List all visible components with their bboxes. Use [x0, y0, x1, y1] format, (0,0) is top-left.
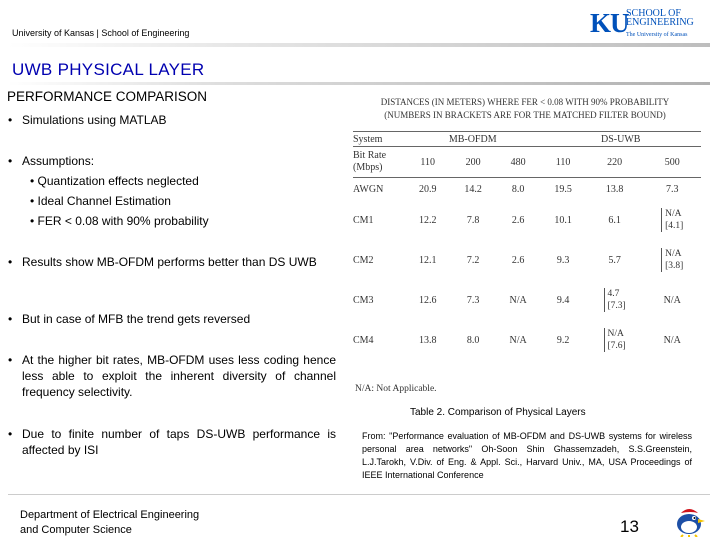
- table-cell: 7.3: [466, 294, 480, 306]
- table-row-bitrate: Bit Rate (Mbps) 110 200 480 110 220 500: [353, 146, 701, 178]
- table-cell: 110: [405, 146, 451, 178]
- table-row-cm2: CM2 12.1 7.2 2.6 9.3 5.7 N/A [3.8]: [353, 240, 701, 280]
- table-cell-row-label: CM1: [353, 214, 374, 226]
- table-label: Table 2. Comparison of Physical Layers: [410, 407, 586, 418]
- table-cell: 13.8: [418, 334, 437, 346]
- sub-bullet-fer: • FER < 0.08 with 90% probability: [30, 214, 209, 228]
- table-cell: 2.6: [511, 214, 525, 226]
- bullet-results: • Results show MB-OFDM performs better th…: [8, 255, 317, 269]
- table-header-ds-uwb: DS-UWB: [540, 131, 701, 147]
- table-cell: N/A: [509, 334, 527, 346]
- jayhawk-mascot-icon: [667, 505, 707, 538]
- table-cell: 20.9: [418, 183, 437, 195]
- table-cell: 6.1: [608, 214, 621, 226]
- logo-ku: KU: [590, 8, 629, 38]
- table-cell-bracketed: N/A [7.6]: [586, 320, 644, 360]
- table-cell: 7.8: [466, 214, 480, 226]
- logo-university-text: The University of Kansas: [626, 32, 688, 38]
- table-cell: 5.7: [608, 254, 621, 266]
- table-cell: 9.4: [556, 294, 570, 306]
- table-cell-row-label: CM3: [353, 294, 374, 306]
- comparison-table-image: DISTANCES (IN METERS) WHERE FER < 0.08 W…: [345, 93, 705, 398]
- table-cell: 8.0: [466, 334, 480, 346]
- table-header-mb-ofdm: MB-OFDM: [405, 131, 541, 147]
- title-divider: [8, 82, 710, 85]
- comparison-table: System MB-OFDM DS-UWB Bit Rate (Mbps) 11…: [353, 131, 701, 360]
- table-cell: 19.5: [554, 183, 572, 195]
- table-row-awgn: AWGN 20.9 14.2 8.0 19.5 13.8 7.3: [353, 178, 701, 201]
- table-footnote: N/A: Not Applicable.: [355, 384, 437, 394]
- table-caption-line2: (NUMBERS IN BRACKETS ARE FOR THE MATCHED…: [384, 110, 666, 120]
- header-divider: [8, 43, 710, 47]
- table-header-system: System: [353, 131, 405, 147]
- table-cell: 12.2: [418, 214, 437, 226]
- table-cell: 7.3: [665, 183, 679, 195]
- slide-title: UWB PHYSICAL LAYER: [12, 60, 205, 79]
- sub-bullet-quantization: • Quantization effects neglected: [30, 174, 199, 188]
- table-row-cm1: CM1 12.2 7.8 2.6 10.1 6.1 N/A [4.1]: [353, 200, 701, 240]
- table-cell-bracketed: 4.7 [7.3]: [586, 280, 644, 320]
- source-citation: From: "Performance evaluation of MB-OFDM…: [362, 431, 692, 480]
- bullet-taps: • Due to finite number of taps DS-UWB per…: [8, 427, 336, 457]
- logo-school-text: SCHOOL OF ENGINEERING: [626, 8, 694, 28]
- table-cell-bracketed: N/A [3.8]: [643, 240, 701, 280]
- sub-bullet-channel-estimation: • Ideal Channel Estimation: [30, 194, 171, 208]
- table-cell-row-label: CM4: [353, 334, 374, 346]
- table-cell: N/A: [663, 294, 681, 306]
- table-cell: 14.2: [464, 183, 482, 195]
- bullet-higher-bit-rates: • At the higher bit rates, MB-OFDM uses l…: [8, 353, 336, 399]
- header-institution: University of Kansas | School of Enginee…: [12, 28, 190, 38]
- table-cell: 9.3: [556, 254, 570, 266]
- table-cell-bitrate-label: Bit Rate (Mbps): [353, 146, 405, 178]
- page-number: 13: [620, 517, 639, 536]
- table-cell: 2.6: [511, 254, 525, 266]
- ku-engineering-logo: KU SCHOOL OF ENGINEERING The University …: [590, 8, 700, 42]
- table-cell-row-label: CM2: [353, 254, 374, 266]
- table-cell: 9.2: [556, 334, 570, 346]
- table-cell: 500: [643, 146, 701, 178]
- table-header-row: System MB-OFDM DS-UWB: [353, 131, 701, 147]
- table-cell: 7.2: [466, 254, 480, 266]
- table-cell: 12.1: [418, 254, 437, 266]
- table-cell: N/A: [509, 294, 527, 306]
- table-row-cm4: CM4 13.8 8.0 N/A 9.2 N/A [7.6] N/A: [353, 320, 701, 360]
- table-cell: 110: [540, 146, 586, 178]
- bullet-simulations: • Simulations using MATLAB: [8, 113, 167, 127]
- table-row-cm3: CM3 12.6 7.3 N/A 9.4 4.7 [7.3] N/A: [353, 280, 701, 320]
- footer-divider: [8, 494, 710, 495]
- section-heading: PERFORMANCE COMPARISON: [7, 89, 208, 104]
- table-cell-row-label: AWGN: [353, 183, 384, 195]
- table-cell: 200: [450, 146, 496, 178]
- table-cell: 480: [495, 146, 541, 178]
- table-cell: N/A: [663, 334, 681, 346]
- table-cell: 220: [585, 146, 644, 178]
- table-cell: 13.8: [605, 183, 624, 195]
- table-caption-line1: DISTANCES (IN METERS) WHERE FER < 0.08 W…: [380, 97, 670, 107]
- table-cell: 10.1: [554, 214, 572, 226]
- bullet-mfb: • But in case of MFB the trend gets rever…: [8, 312, 251, 326]
- table-cell-bracketed: N/A [4.1]: [643, 200, 701, 240]
- footer-department: Department of Electrical Engineering and…: [20, 509, 200, 536]
- table-cell: 12.6: [418, 294, 437, 306]
- bullet-assumptions: • Assumptions:: [8, 154, 95, 168]
- table-cell: 8.0: [511, 183, 525, 195]
